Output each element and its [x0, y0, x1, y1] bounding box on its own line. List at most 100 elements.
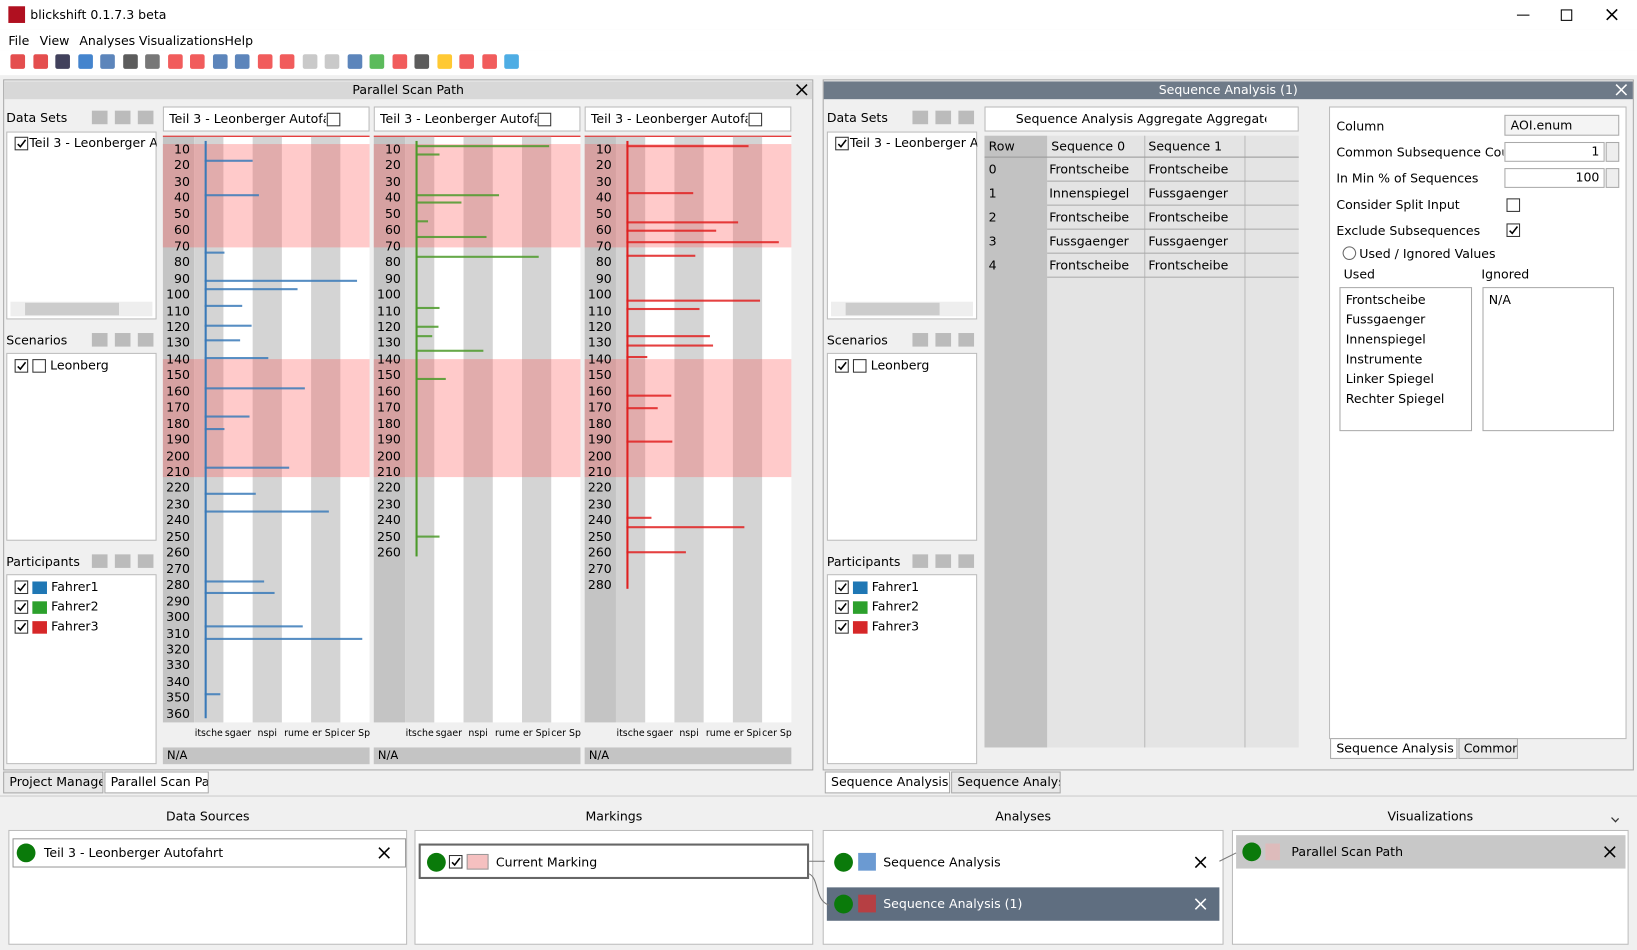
toolbar-button[interactable] [10, 54, 26, 69]
collapse-icon[interactable] [1342, 246, 1357, 260]
close-button[interactable] [1615, 84, 1628, 97]
toolbar-button[interactable] [77, 54, 93, 69]
list-tool[interactable] [137, 554, 154, 568]
pipeline-item[interactable] [826, 887, 1220, 921]
checkbox[interactable] [14, 600, 29, 614]
y-tick-label: 280 [166, 577, 191, 593]
checkbox[interactable] [835, 359, 849, 373]
tab[interactable]: Sequence Analysis (1) [1330, 738, 1458, 759]
menu-item[interactable]: View [39, 33, 70, 49]
toolbar-button[interactable] [190, 54, 205, 69]
list-tool[interactable] [91, 333, 108, 347]
tab[interactable]: Sequence Analysis [951, 771, 1061, 794]
status-dot [426, 852, 446, 872]
checkbox[interactable] [537, 112, 552, 127]
toolbar-button[interactable] [324, 54, 340, 69]
toolbar-button[interactable] [481, 54, 497, 69]
list-tool[interactable] [912, 333, 929, 347]
number-input[interactable]: 1 [1504, 141, 1605, 162]
toolbar-button[interactable] [347, 54, 362, 69]
checkbox[interactable] [14, 620, 29, 634]
toolbar-button[interactable] [302, 54, 317, 69]
close-button[interactable] [1606, 8, 1619, 21]
close-button[interactable] [378, 847, 391, 860]
checkbox[interactable] [835, 580, 849, 595]
checkbox[interactable] [852, 359, 867, 373]
toolbar-button[interactable] [459, 54, 474, 69]
maximize[interactable] [1560, 9, 1573, 21]
y-tick-label: 230 [166, 496, 191, 512]
checkbox[interactable] [32, 359, 46, 373]
list-tool[interactable] [958, 110, 975, 125]
list-tool[interactable] [137, 110, 154, 125]
scan-segment [204, 692, 221, 696]
toolbar-button[interactable] [392, 54, 407, 69]
close-button[interactable] [1194, 856, 1207, 869]
tab[interactable]: Parallel Scan Path [104, 771, 209, 794]
checkbox[interactable] [835, 600, 849, 614]
list-tool[interactable] [91, 110, 108, 125]
checkbox[interactable] [448, 855, 463, 869]
toolbar-button[interactable] [369, 54, 385, 69]
close-button[interactable] [1604, 846, 1617, 859]
toolbar-button[interactable] [234, 54, 250, 69]
scan-segment [415, 220, 429, 223]
dropdown[interactable] [984, 106, 1299, 132]
scan-segment [626, 395, 672, 398]
spinner[interactable] [1605, 141, 1620, 162]
list-tool[interactable] [137, 333, 154, 347]
checkbox[interactable] [14, 136, 29, 151]
list-tool[interactable] [91, 554, 108, 568]
list-tool[interactable] [114, 110, 131, 125]
pipeline-item[interactable] [12, 838, 407, 868]
spinner[interactable] [1605, 168, 1620, 188]
menu-item[interactable]: Help [224, 33, 254, 49]
minimize[interactable] [1516, 14, 1530, 16]
list-tool[interactable] [114, 554, 131, 568]
list-tool[interactable] [958, 333, 975, 347]
checkbox[interactable] [326, 112, 341, 127]
toolbar-button[interactable] [504, 54, 519, 69]
list-tool[interactable] [912, 554, 929, 568]
toolbar-button[interactable] [100, 54, 115, 69]
menu-item[interactable]: File [8, 33, 30, 49]
toolbar-button[interactable] [414, 54, 430, 69]
list-tool[interactable] [114, 333, 131, 347]
pipeline-item[interactable] [1236, 835, 1626, 869]
list-tool[interactable] [935, 554, 952, 568]
pipeline-item[interactable] [418, 843, 810, 880]
row-column [984, 135, 1048, 748]
checkbox[interactable] [835, 620, 849, 634]
checkbox[interactable] [835, 136, 849, 151]
tab[interactable]: Project Manager [3, 771, 104, 794]
checkbox[interactable] [14, 359, 29, 373]
toolbar-button[interactable] [436, 54, 452, 69]
toolbar-button[interactable] [32, 54, 48, 69]
dropdown[interactable]: AOI.enum [1504, 114, 1620, 136]
list-tool[interactable] [912, 110, 929, 125]
menu-item[interactable]: Analyses [79, 33, 136, 49]
toolbar-button[interactable] [167, 54, 183, 69]
tab[interactable]: Common [1458, 738, 1518, 759]
toolbar-button[interactable] [145, 54, 160, 69]
toolbar-button[interactable] [122, 54, 138, 69]
y-tick-label: 80 [174, 254, 191, 270]
checkbox[interactable] [1506, 198, 1521, 212]
section-label: Data Sets [826, 110, 888, 126]
list-tool[interactable] [958, 554, 975, 568]
close-button[interactable] [796, 84, 809, 97]
tab[interactable]: Sequence Analysis (1) [824, 771, 951, 794]
list-tool[interactable] [935, 333, 952, 347]
toolbar-button[interactable] [279, 54, 295, 69]
checkbox[interactable] [748, 112, 763, 127]
checkbox[interactable] [14, 580, 29, 595]
toolbar-button[interactable] [257, 54, 272, 69]
list-tool[interactable] [935, 110, 952, 125]
checkbox[interactable] [1506, 223, 1521, 237]
close-button[interactable] [1194, 898, 1207, 911]
toolbar-button[interactable] [212, 54, 228, 69]
toolbar-button[interactable] [55, 54, 70, 69]
number-input[interactable]: 100 [1504, 168, 1605, 188]
y-tick-label: 20 [384, 158, 401, 173]
menu-item[interactable]: Visualizations [138, 33, 225, 49]
